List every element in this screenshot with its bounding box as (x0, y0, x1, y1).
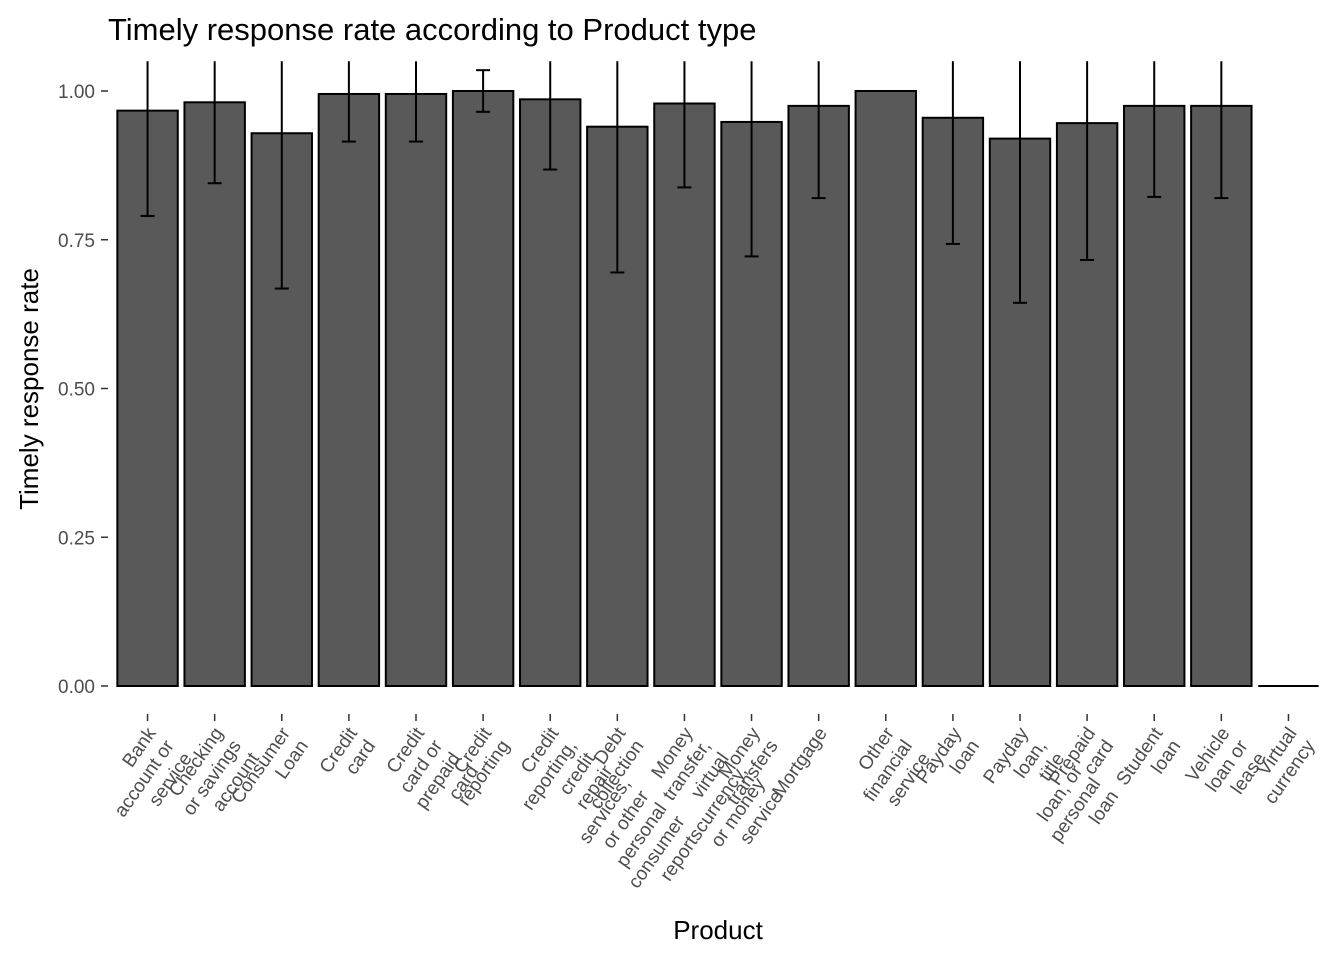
x-tick-label-line: Mortgage (769, 724, 832, 802)
bar (653, 102, 716, 688)
bar (183, 101, 246, 688)
bars-group (116, 90, 1319, 688)
y-tick-label: 1.00 (58, 82, 95, 103)
bar (384, 92, 448, 688)
x-tick-label: Studentloan (1113, 723, 1186, 802)
y-tick-label: 0.75 (58, 231, 95, 252)
bar (451, 90, 515, 687)
y-tick-label: 0.00 (58, 677, 95, 698)
x-tick-label: Moneytransfer,virtualcurrency,or moneyse… (635, 723, 788, 863)
bar (1123, 104, 1186, 687)
y-axis: 0.00 0.25 0.50 0.75 1.00 (58, 82, 108, 698)
x-tick-label: Paydayloan (912, 723, 984, 800)
bar (317, 92, 381, 688)
x-tick-label: Mortgage (769, 724, 832, 802)
y-axis-title: Timely response rate (14, 268, 44, 510)
bar (1190, 104, 1253, 687)
y-tick-label: 0.25 (58, 528, 95, 549)
x-tick-label: Virtualcurrency (1243, 723, 1320, 808)
chart-title: Timely response rate according to Produc… (108, 12, 756, 47)
bar (519, 98, 582, 687)
bar (250, 132, 313, 687)
x-axis-title: Product (673, 915, 763, 945)
error-bars-group (140, 61, 1229, 304)
x-tick-label: Creditcard (316, 723, 381, 790)
bar (854, 90, 917, 687)
y-tick-label: 0.50 (58, 380, 95, 401)
